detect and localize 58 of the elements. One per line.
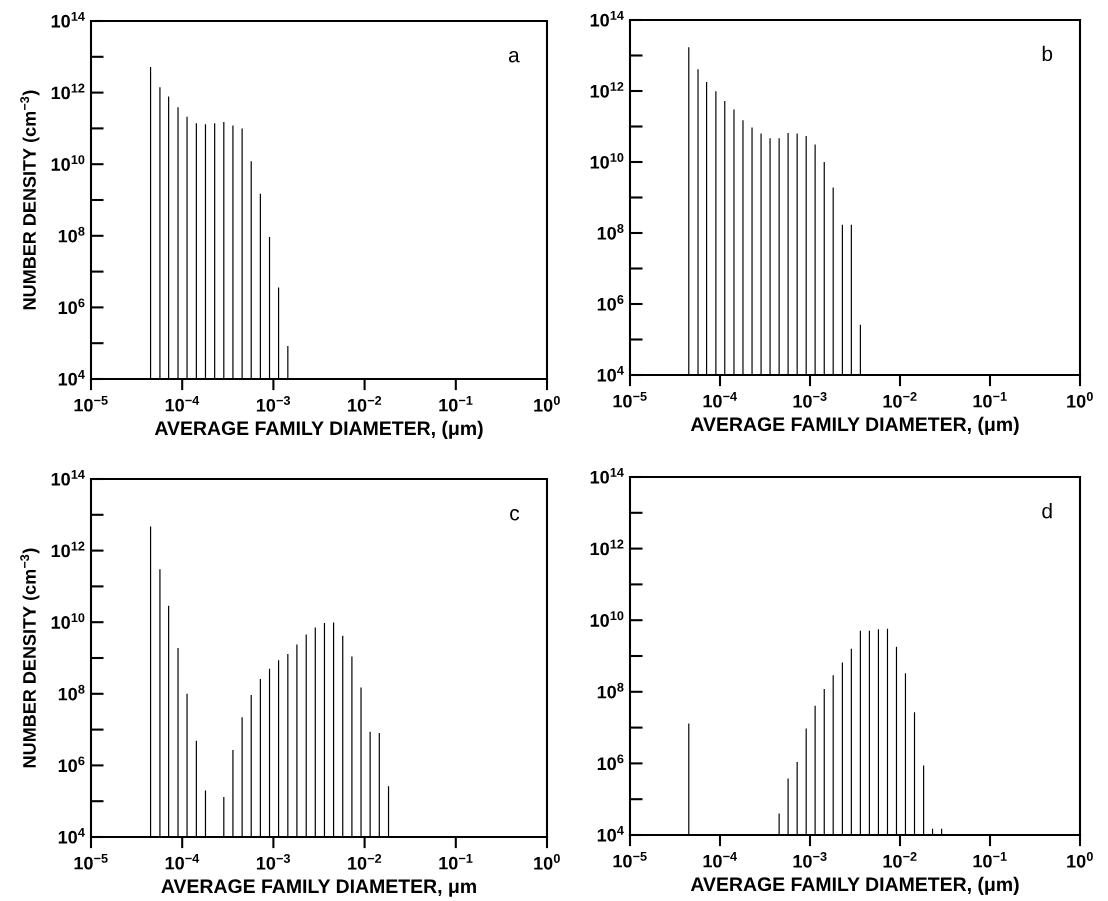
- x-tick-label: 10$^{−3}$: [256, 396, 290, 412]
- y-tick-label: 10$^{10}$: [590, 611, 624, 627]
- y-tick-label: 10$^{4}$: [597, 366, 624, 382]
- x-tick-label: 10$^{−1}$: [973, 852, 1007, 868]
- x-axis-title: AVERAGE FAMILY DIAMETER, (μm): [690, 876, 1019, 895]
- annotation: b: [1042, 45, 1053, 62]
- x-tick-label: 10$^{−5}$: [74, 396, 108, 412]
- x-tick-label: 10$^{0}$: [1067, 852, 1093, 868]
- annotation: c: [510, 508, 520, 521]
- y-tick-label: 10$^{12}$: [590, 539, 624, 556]
- x-tick-label: 10$^{−4}$: [165, 854, 200, 870]
- y-tick-label: 10$^{8}$: [597, 682, 624, 699]
- y-tick-label: 10$^{6}$: [58, 756, 85, 773]
- y-tick-label: 10$^{12}$: [51, 541, 85, 558]
- x-tick-label: 10$^{−2}$: [883, 852, 917, 868]
- y-axis-title: NUMBER DENSITY (cm$^{−3}$): [20, 90, 40, 310]
- x-tick-label: 10$^{−2}$: [883, 392, 917, 408]
- annotation: d: [1042, 503, 1052, 519]
- y-tick-label: 10$^{14}$: [51, 470, 85, 486]
- y-tick-label: 10$^{14}$: [51, 12, 85, 28]
- x-axis-title: AVERAGE FAMILY DIAMETER, (μm): [154, 420, 483, 439]
- x-tick-label: 10$^{0}$: [1067, 392, 1093, 408]
- y-tick-label: 10$^{4}$: [58, 828, 85, 844]
- x-tick-label: 10$^{−5}$: [74, 854, 108, 870]
- y-tick-label: 10$^{8}$: [597, 224, 624, 240]
- x-tick-label: 10$^{−1}$: [439, 854, 473, 870]
- x-tick-label: 10$^{−3}$: [793, 392, 827, 408]
- y-tick-label: 10$^{6}$: [597, 754, 624, 771]
- x-axis-title: AVERAGE FAMILY DIAMETER, (μm): [690, 416, 1019, 435]
- y-axis-title: NUMBER DENSITY (cm$^{−3}$): [20, 548, 40, 768]
- x-axis-title: AVERAGE FAMILY DIAMETER, μm: [161, 879, 476, 897]
- y-tick-label: 10$^{12}$: [590, 82, 624, 98]
- y-tick-label: 10$^{12}$: [51, 83, 85, 100]
- y-tick-label: 10$^{14}$: [590, 468, 624, 484]
- annotation: a: [508, 50, 520, 63]
- x-tick-label: 10$^{−5}$: [613, 392, 647, 408]
- y-tick-label: 10$^{8}$: [58, 226, 85, 243]
- x-tick-label: 10$^{−3}$: [256, 854, 290, 870]
- x-tick-label: 10$^{−4}$: [165, 396, 200, 412]
- x-tick-label: 10$^{−2}$: [348, 854, 382, 870]
- x-tick-label: 10$^{−1}$: [439, 396, 473, 412]
- y-tick-label: 10$^{4}$: [597, 826, 624, 842]
- y-tick-label: 10$^{10}$: [590, 153, 624, 169]
- x-tick-label: 10$^{−1}$: [973, 392, 1007, 408]
- x-tick-label: 10$^{−4}$: [703, 852, 737, 868]
- x-tick-label: 10$^{−3}$: [793, 852, 827, 868]
- y-tick-label: 10$^{10}$: [51, 155, 85, 171]
- y-tick-label: 10$^{8}$: [58, 684, 85, 701]
- x-tick-label: 10$^{−4}$: [703, 392, 737, 408]
- y-tick-label: 10$^{6}$: [58, 298, 85, 315]
- x-tick-label: 10$^{−5}$: [613, 852, 647, 868]
- x-tick-label: 10$^{0}$: [534, 396, 560, 412]
- x-tick-label: 10$^{0}$: [534, 854, 560, 870]
- y-tick-label: 10$^{6}$: [597, 295, 624, 311]
- y-tick-label: 10$^{4}$: [58, 370, 85, 386]
- x-tick-label: 10$^{−2}$: [348, 396, 382, 412]
- y-tick-label: 10$^{14}$: [590, 11, 624, 27]
- y-tick-label: 10$^{10}$: [51, 613, 85, 629]
